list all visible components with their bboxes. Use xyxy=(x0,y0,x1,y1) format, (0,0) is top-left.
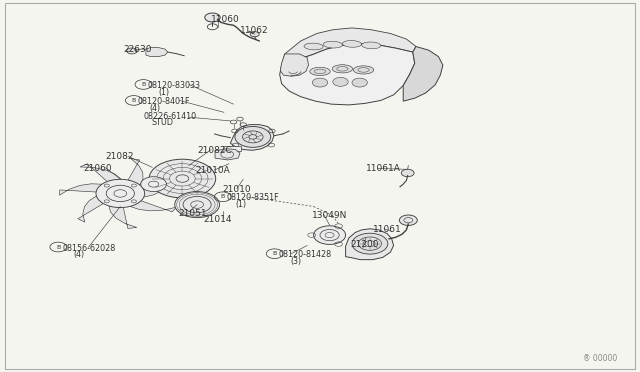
Circle shape xyxy=(149,159,216,198)
Circle shape xyxy=(333,77,348,86)
Ellipse shape xyxy=(310,67,330,76)
Text: 21051: 21051 xyxy=(178,209,207,218)
Ellipse shape xyxy=(304,43,323,50)
Text: (4): (4) xyxy=(74,250,84,259)
Text: ® 00000: ® 00000 xyxy=(583,354,618,363)
Text: B: B xyxy=(273,251,276,256)
Text: (4): (4) xyxy=(149,104,160,113)
Text: (1): (1) xyxy=(236,200,246,209)
Polygon shape xyxy=(230,125,274,150)
Text: 21082C: 21082C xyxy=(197,146,232,155)
FancyBboxPatch shape xyxy=(223,146,241,151)
Circle shape xyxy=(399,215,417,225)
Circle shape xyxy=(141,177,166,192)
Ellipse shape xyxy=(362,42,381,49)
Circle shape xyxy=(401,169,414,177)
Text: 11061: 11061 xyxy=(372,225,401,234)
Text: (3): (3) xyxy=(290,257,301,266)
Text: 21082: 21082 xyxy=(106,152,134,161)
Text: 08120-8351F: 08120-8351F xyxy=(227,193,279,202)
Polygon shape xyxy=(285,28,416,60)
Text: 13049N: 13049N xyxy=(312,211,348,219)
Text: B: B xyxy=(132,98,136,103)
Ellipse shape xyxy=(342,41,362,47)
Polygon shape xyxy=(78,196,103,222)
Circle shape xyxy=(314,226,346,244)
Polygon shape xyxy=(403,46,443,101)
Text: 11061A: 11061A xyxy=(366,164,401,173)
Text: 21014: 21014 xyxy=(204,215,232,224)
Text: 11060: 11060 xyxy=(211,15,240,24)
Text: 08156-62028: 08156-62028 xyxy=(62,244,115,253)
Text: B: B xyxy=(56,244,60,250)
Polygon shape xyxy=(80,164,121,182)
Text: B: B xyxy=(141,82,145,87)
Circle shape xyxy=(312,78,328,87)
Text: (1): (1) xyxy=(159,88,170,97)
Text: B: B xyxy=(221,194,225,199)
Polygon shape xyxy=(146,48,168,57)
Circle shape xyxy=(127,48,137,54)
Polygon shape xyxy=(128,158,143,185)
Polygon shape xyxy=(280,44,415,105)
Polygon shape xyxy=(280,54,308,76)
Polygon shape xyxy=(109,206,137,228)
Text: 08226-61410: 08226-61410 xyxy=(144,112,197,121)
Text: 08120-8401F: 08120-8401F xyxy=(138,97,190,106)
Text: 21010: 21010 xyxy=(222,185,251,194)
Polygon shape xyxy=(130,201,177,212)
Text: 21010A: 21010A xyxy=(195,166,230,174)
Ellipse shape xyxy=(332,65,353,73)
Circle shape xyxy=(250,32,259,37)
Text: 22630: 22630 xyxy=(124,45,152,54)
Circle shape xyxy=(352,233,388,254)
Polygon shape xyxy=(215,149,240,160)
Ellipse shape xyxy=(353,66,374,74)
Polygon shape xyxy=(143,177,177,197)
Circle shape xyxy=(352,78,367,87)
Text: 21060: 21060 xyxy=(83,164,112,173)
Circle shape xyxy=(235,126,271,147)
Text: STUD: STUD xyxy=(152,118,173,127)
Polygon shape xyxy=(60,184,102,195)
Circle shape xyxy=(205,13,220,22)
Text: 08120-83033: 08120-83033 xyxy=(147,81,200,90)
Text: 08120-81428: 08120-81428 xyxy=(278,250,332,259)
Text: 11062: 11062 xyxy=(240,26,269,35)
Circle shape xyxy=(96,179,145,208)
Polygon shape xyxy=(346,229,394,260)
Ellipse shape xyxy=(323,41,342,48)
Circle shape xyxy=(175,192,220,218)
Text: 21200: 21200 xyxy=(350,240,379,249)
